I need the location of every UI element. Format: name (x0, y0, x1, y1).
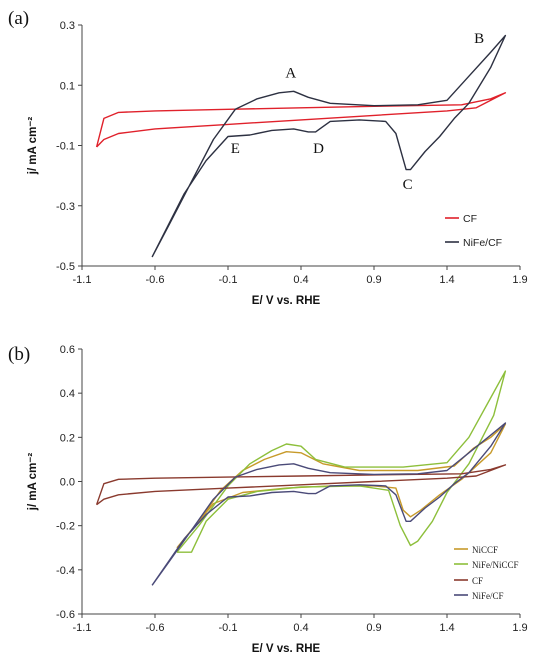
x-tick-label: -1.1 (73, 274, 92, 286)
y-tick-label: 0.0 (60, 477, 75, 489)
y-tick-label: -0.5 (56, 261, 75, 273)
peak-label-c: C (403, 177, 413, 193)
x-tick-label: -0.1 (219, 622, 238, 634)
series-line-nife-cf (151, 34, 507, 258)
peak-label-a: A (285, 66, 296, 82)
series-line-nife-niccf (176, 370, 507, 553)
x-tick-label: 1.4 (439, 274, 454, 286)
panel-label: (a) (8, 8, 29, 29)
y-tick-label: 0.1 (60, 80, 75, 92)
legend-label: NiFe/NiCCF (472, 560, 519, 570)
x-tick-label: 0.4 (293, 622, 308, 634)
x-tick-label: 1.9 (512, 274, 527, 286)
x-tick-label: -0.1 (219, 274, 238, 286)
x-tick-label: 0.9 (366, 274, 381, 286)
series-line-cf (95, 464, 507, 506)
y-tick-label: 0.4 (60, 388, 75, 400)
y-tick-label: -0.6 (56, 609, 75, 621)
y-tick-label: 0.2 (60, 432, 75, 444)
x-tick-label: -0.6 (146, 622, 165, 634)
y-axis-title: j/ mA cm⁻² (27, 117, 39, 176)
y-tick-label: -0.4 (56, 565, 75, 577)
panel-label: (b) (8, 344, 30, 365)
x-tick-label: 1.4 (439, 622, 454, 634)
x-tick-label: -0.6 (146, 274, 165, 286)
y-axis-title: j/ mA cm⁻² (27, 453, 39, 512)
peak-label-d: D (313, 141, 324, 157)
series-line-nife-cf (151, 422, 507, 586)
y-tick-label: 0.6 (60, 344, 75, 356)
legend-label: CF (463, 213, 477, 225)
x-tick-label: 1.9 (512, 622, 527, 634)
x-axis-title: E/ V vs. RHE (252, 643, 321, 655)
y-tick-label: 0.3 (60, 20, 75, 32)
legend-label: NiCCF (472, 545, 498, 555)
x-tick-label: 0.4 (293, 274, 308, 286)
peak-label-e: E (231, 141, 240, 157)
legend-label: NiFe/CF (463, 237, 502, 249)
y-tick-label: -0.1 (56, 141, 75, 153)
legend-label: CF (472, 576, 483, 586)
chart-b: (b)-1.1 -0.6 -0.1 0.4 0.9 1.4 1.90.60.40.20.0-… (8, 344, 528, 655)
chart-a: (a) -1.1 -0.6 -0.1 0.4 0.9 1.4 1.9 0.3 0.1 -0.1 -0.… (8, 8, 528, 307)
x-tick-label: -1.1 (73, 622, 92, 634)
series-line-cf (95, 92, 507, 148)
peak-label-b: B (474, 31, 484, 47)
y-tick-label: -0.3 (56, 201, 75, 213)
legend-label: NiFe/CF (472, 591, 504, 601)
x-tick-label: 0.9 (366, 622, 381, 634)
x-axis-title: E/ V vs. RHE (252, 295, 321, 307)
y-tick-label: -0.2 (56, 521, 75, 533)
